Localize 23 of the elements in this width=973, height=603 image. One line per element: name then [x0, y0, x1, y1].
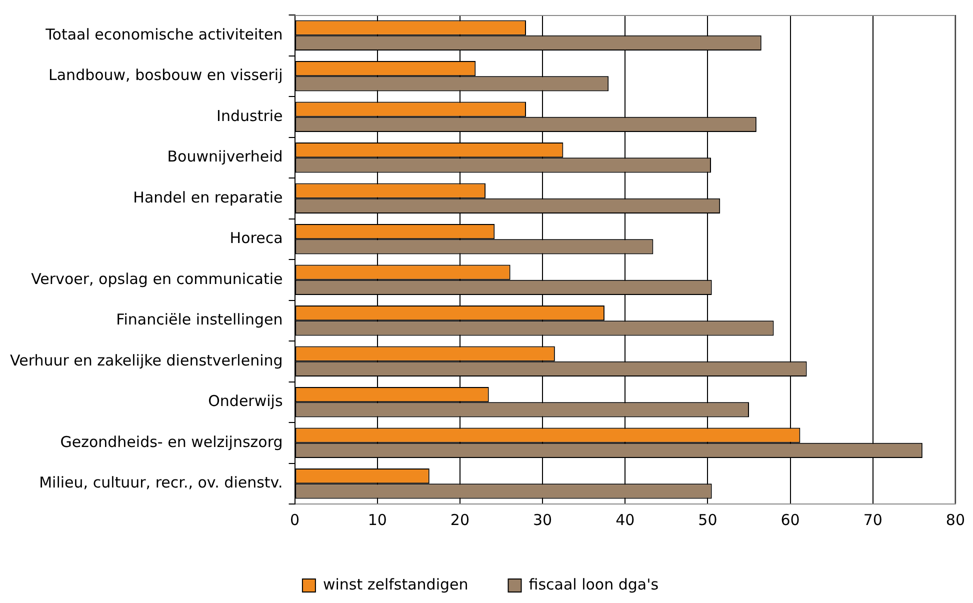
y-tick-label: Gezondheids- en welzijnszorg	[60, 432, 283, 451]
y-tick-label: Industrie	[216, 106, 283, 125]
y-tick-label: Milieu, cultuur, recr., ov. dienstv.	[39, 474, 283, 492]
y-tick-label: Onderwijs	[208, 392, 283, 410]
y-tick-label: Totaal economische activiteiten	[44, 25, 283, 44]
x-tick-label: 40	[616, 510, 635, 529]
x-tick-label: 50	[698, 510, 718, 529]
x-tick-label: 20	[450, 510, 470, 529]
x-tick-label: 60	[780, 510, 800, 529]
y-tick-label: Verhuur en zakelijke dienstverlening	[10, 351, 283, 370]
x-tick-label: 80	[946, 510, 966, 529]
legend-label: fiscaal loon dga's	[528, 575, 659, 594]
x-tick-label: 30	[532, 510, 552, 529]
x-tick-label: 0	[290, 510, 300, 529]
x-tick-label: 70	[863, 510, 882, 529]
y-tick-label: Horeca	[230, 229, 283, 248]
y-tick-label: Vervoer, opslag en communicatie	[31, 270, 283, 288]
x-tick-label: 10	[368, 510, 387, 529]
y-tick-label: Bouwnijverheid	[167, 148, 283, 166]
legend-label: winst zelfstandigen	[322, 575, 468, 594]
y-tick-label: Financiële instellingen	[116, 310, 283, 329]
y-tick-label: Handel en reparatie	[133, 188, 283, 206]
y-tick-label: Landbouw, bosbouw en visserij	[48, 66, 283, 84]
